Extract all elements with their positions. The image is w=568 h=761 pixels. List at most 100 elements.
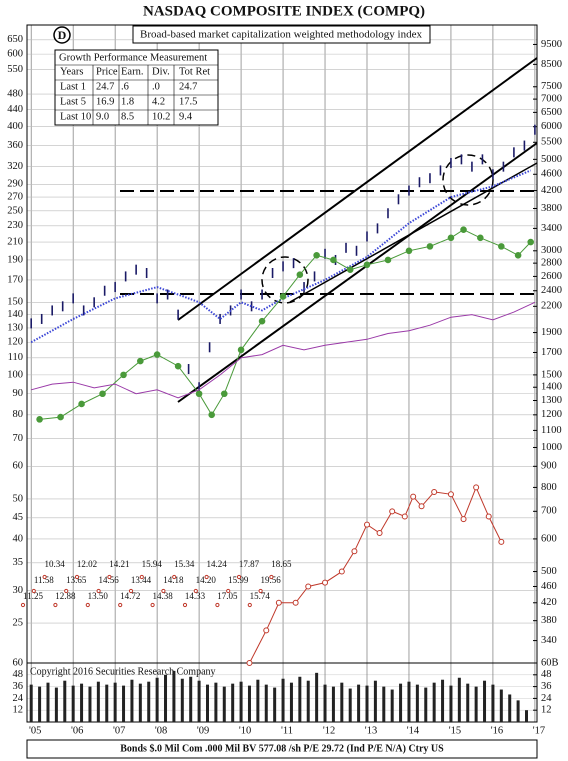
y2-tick-label: 800 <box>541 482 557 493</box>
price-bar <box>387 208 389 219</box>
series-point <box>418 503 425 510</box>
series-point <box>57 413 64 421</box>
series-line <box>31 301 536 399</box>
volume-bar <box>256 679 260 722</box>
series-line <box>39 229 532 420</box>
volume-y2-tick-label: 12 <box>541 705 552 716</box>
price-bar <box>103 285 106 296</box>
volume-bar <box>340 682 344 722</box>
price-bar <box>271 268 274 279</box>
volume-bar <box>432 682 436 722</box>
pe-marker <box>128 588 134 594</box>
volume-bar <box>315 672 319 722</box>
pe-label: 19.56 <box>260 575 281 585</box>
table-cell: Last 1 <box>60 81 86 92</box>
y2-tick-label: 2400 <box>541 285 562 296</box>
pe-marker <box>53 602 58 608</box>
price-bar <box>82 305 85 316</box>
x-tick-label: '12 <box>323 725 335 736</box>
series-point <box>346 266 354 273</box>
price-bar <box>418 177 421 188</box>
y-tick-label: 70 <box>13 433 24 444</box>
y-tick-label: 30 <box>13 585 24 596</box>
table-title: Growth Performance Measurement <box>59 52 207 63</box>
volume-bar <box>298 676 302 722</box>
series-point <box>78 400 85 408</box>
price-bar <box>61 301 64 312</box>
volume-bar <box>214 682 218 722</box>
table-cell: 24.7 <box>179 81 197 92</box>
volume-tick-label: 24 <box>13 693 24 704</box>
volume-bar <box>239 681 243 722</box>
price-bar <box>250 301 253 312</box>
table-cell: 10.2 <box>152 111 170 122</box>
table-header: Div. <box>152 66 170 77</box>
volume-bar <box>88 686 92 722</box>
pe-marker <box>85 602 90 608</box>
price-bar <box>156 293 158 304</box>
table-cell: 4.2 <box>152 96 165 107</box>
y2-tick-label: 4200 <box>541 185 562 196</box>
series-point <box>120 371 127 379</box>
volume-bar <box>164 674 168 722</box>
y2-tick-label: 380 <box>541 615 557 626</box>
pe-label: 15.99 <box>228 575 249 585</box>
table-cell: 8.5 <box>121 111 134 122</box>
volume-bar <box>399 683 403 722</box>
price-bar <box>219 313 221 324</box>
pe-marker <box>226 588 231 594</box>
table-cell: 1.8 <box>121 96 134 107</box>
x-tick-label: '11 <box>281 725 293 736</box>
pe-marker <box>20 602 26 608</box>
pe-marker <box>96 588 101 594</box>
volume-bar <box>63 680 67 722</box>
y2-tick-label: 3000 <box>541 245 562 256</box>
pe-label: 15.34 <box>174 559 195 569</box>
pe-marker <box>204 574 209 580</box>
pe-label: 12.88 <box>55 591 76 601</box>
x-tick-label: '06 <box>71 725 83 736</box>
volume-bar <box>466 683 470 722</box>
y-tick-label: 210 <box>7 236 23 247</box>
pe-label: 14.24 <box>206 559 227 569</box>
pe-marker <box>42 574 47 580</box>
volume-y2-tick-label: 24 <box>541 693 552 704</box>
volume-bar <box>390 689 394 722</box>
series-point <box>305 583 312 590</box>
y-tick-label: 45 <box>13 512 24 523</box>
y-tick-label: 130 <box>7 322 23 333</box>
price-bar <box>429 173 431 184</box>
series-point <box>514 252 522 259</box>
channel-line <box>289 162 538 303</box>
x-tick-label: '05 <box>29 725 41 736</box>
pe-marker <box>161 588 166 594</box>
y2-tick-label: 340 <box>541 635 557 646</box>
y2-tick-label: 9500 <box>541 39 562 50</box>
y2-tick-label: 1900 <box>541 327 562 338</box>
volume-bar <box>138 683 142 722</box>
y2-tick-label: 7500 <box>541 81 562 92</box>
pe-marker <box>236 574 242 580</box>
volume-tick-label: 36 <box>13 681 24 692</box>
x-tick-label: '16 <box>491 725 503 736</box>
pe-marker <box>182 602 188 608</box>
pe-marker <box>150 602 155 608</box>
table-header: Tot Ret <box>179 66 210 77</box>
volume-bar <box>516 700 520 722</box>
volume-bar <box>231 683 235 722</box>
y2-tick-label: 420 <box>541 597 557 608</box>
pe-marker <box>118 602 123 608</box>
y-tick-label: 480 <box>7 88 23 99</box>
series-point <box>384 256 392 264</box>
y2-tick-label: 1500 <box>541 369 562 380</box>
pe-label: 14.38 <box>152 591 173 601</box>
table-cell: 24.7 <box>96 81 114 92</box>
price-bar <box>460 154 463 165</box>
y2-tick-label: 8500 <box>541 59 562 70</box>
volume-bar <box>365 685 369 722</box>
table-cell: 16.9 <box>96 96 114 107</box>
price-bar <box>240 289 242 300</box>
y2-tick-label: 2800 <box>541 258 562 269</box>
price-bar <box>450 157 452 168</box>
pe-label: 14.21 <box>109 559 129 569</box>
